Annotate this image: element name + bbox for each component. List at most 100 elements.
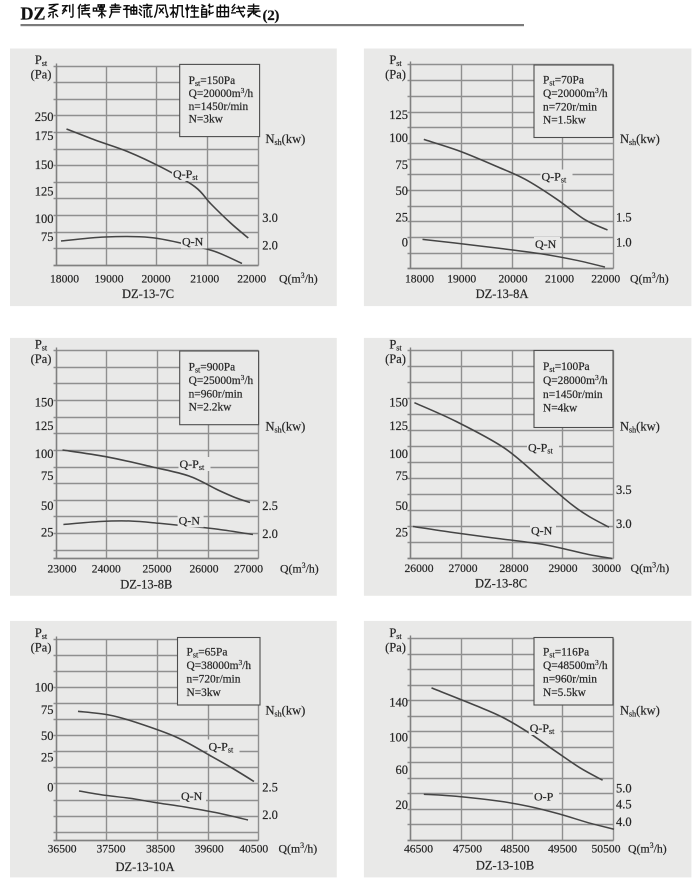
svg-text:25: 25	[396, 526, 409, 540]
svg-text:50500: 50500	[592, 842, 621, 855]
svg-text:n=960r/min: n=960r/min	[543, 673, 597, 685]
svg-text:O-P: O-P	[534, 789, 554, 803]
svg-text:20000: 20000	[499, 272, 528, 285]
svg-text:3.0: 3.0	[616, 517, 632, 531]
svg-text:Pst=900Pa: Pst=900Pa	[189, 361, 236, 374]
svg-text:Nsh(kw): Nsh(kw)	[266, 420, 306, 435]
svg-text:75: 75	[41, 469, 54, 483]
svg-text:Q(m3/h): Q(m3/h)	[630, 271, 669, 286]
svg-text:Q(m3/h): Q(m3/h)	[631, 561, 670, 576]
svg-text:0: 0	[47, 781, 53, 795]
svg-text:Nsh(kw): Nsh(kw)	[620, 420, 660, 435]
svg-text:48500: 48500	[501, 842, 530, 855]
svg-text:1.5: 1.5	[616, 211, 632, 225]
svg-text:75: 75	[396, 158, 409, 172]
svg-text:Q-Pst: Q-Pst	[530, 721, 555, 736]
svg-text:18000: 18000	[405, 272, 434, 285]
svg-text:50: 50	[41, 499, 54, 513]
svg-text:0: 0	[402, 236, 408, 250]
svg-text:22000: 22000	[591, 272, 620, 285]
svg-text:Pst=65Pa: Pst=65Pa	[187, 646, 228, 659]
svg-text:37500: 37500	[97, 843, 126, 856]
svg-text:(Pa): (Pa)	[31, 641, 52, 655]
svg-text:21000: 21000	[545, 272, 574, 285]
svg-text:39600: 39600	[195, 843, 224, 856]
svg-text:50: 50	[396, 499, 409, 513]
svg-text:N=3kw: N=3kw	[187, 687, 222, 699]
svg-text:N=3kw: N=3kw	[189, 113, 224, 125]
svg-text:26000: 26000	[405, 562, 434, 575]
svg-text:Q-N: Q-N	[179, 513, 201, 527]
svg-text:N=1.5kw: N=1.5kw	[543, 114, 587, 126]
svg-text:n=1450r/min: n=1450r/min	[543, 389, 603, 401]
svg-text:n=720r/min: n=720r/min	[187, 673, 241, 685]
svg-text:Nsh(kw): Nsh(kw)	[620, 132, 660, 147]
svg-text:30000: 30000	[592, 562, 621, 575]
svg-text:25000: 25000	[143, 563, 172, 576]
svg-text:n=720r/min: n=720r/min	[543, 101, 597, 113]
svg-text:50: 50	[396, 184, 409, 198]
svg-text:60: 60	[396, 763, 409, 777]
svg-text:47500: 47500	[453, 842, 482, 855]
svg-text:150: 150	[35, 396, 54, 410]
svg-text:Q-N: Q-N	[535, 237, 557, 251]
svg-text:5.0: 5.0	[616, 782, 632, 796]
svg-text:40500: 40500	[239, 843, 268, 856]
svg-text:DZ-13-8B: DZ-13-8B	[120, 577, 172, 591]
svg-text:n=960r/min: n=960r/min	[189, 388, 243, 400]
svg-text:21000: 21000	[190, 272, 219, 285]
svg-text:DZ-13-8A: DZ-13-8A	[476, 287, 529, 301]
svg-text:4.5: 4.5	[616, 798, 632, 812]
svg-text:2.5: 2.5	[262, 499, 278, 513]
svg-text:19000: 19000	[447, 272, 476, 285]
svg-text:N=4kw: N=4kw	[543, 402, 578, 414]
svg-text:N=2.2kw: N=2.2kw	[189, 401, 233, 413]
svg-text:Pst=100Pa: Pst=100Pa	[543, 361, 590, 374]
svg-text:20: 20	[396, 798, 409, 812]
svg-text:125: 125	[389, 419, 408, 433]
svg-text:250: 250	[35, 110, 54, 124]
svg-text:(2): (2)	[263, 8, 280, 24]
svg-text:Q-Pst: Q-Pst	[542, 169, 567, 184]
svg-text:20000: 20000	[142, 272, 171, 285]
svg-text:18000: 18000	[50, 272, 79, 285]
svg-text:Q=48500m3/h: Q=48500m3/h	[543, 658, 608, 672]
svg-text:29000: 29000	[549, 562, 578, 575]
svg-text:DZ-13-10A: DZ-13-10A	[115, 860, 174, 874]
svg-text:25: 25	[41, 526, 54, 540]
svg-text:Q(m3/h): Q(m3/h)	[628, 841, 667, 856]
svg-text:49500: 49500	[548, 842, 577, 855]
svg-text:125: 125	[389, 108, 408, 122]
svg-text:46500: 46500	[404, 842, 433, 855]
svg-text:(Pa): (Pa)	[31, 68, 52, 82]
svg-text:100: 100	[389, 131, 408, 145]
svg-text:(Pa): (Pa)	[31, 352, 52, 366]
svg-text:Q(m3/h): Q(m3/h)	[279, 271, 318, 286]
svg-text:3.5: 3.5	[616, 483, 632, 497]
svg-text:Q(m3/h): Q(m3/h)	[280, 561, 319, 576]
svg-text:27000: 27000	[234, 563, 263, 576]
svg-text:23000: 23000	[48, 563, 77, 576]
svg-text:2.0: 2.0	[262, 808, 278, 822]
svg-text:150: 150	[35, 158, 54, 172]
svg-text:(Pa): (Pa)	[385, 352, 406, 366]
svg-text:3.0: 3.0	[262, 211, 278, 225]
svg-text:22000: 22000	[237, 272, 266, 285]
svg-text:Q-N: Q-N	[182, 234, 204, 248]
svg-text:27000: 27000	[449, 562, 478, 575]
svg-text:100: 100	[389, 731, 408, 745]
svg-text:150: 150	[389, 396, 408, 410]
svg-text:DZ-13-7C: DZ-13-7C	[122, 287, 174, 301]
svg-text:Pst=116Pa: Pst=116Pa	[543, 646, 589, 659]
svg-text:(Pa): (Pa)	[385, 68, 406, 82]
svg-text:25: 25	[41, 751, 54, 765]
svg-text:n=1450r/min: n=1450r/min	[189, 101, 249, 113]
svg-text:100: 100	[35, 447, 54, 461]
svg-text:2.0: 2.0	[262, 239, 278, 253]
svg-text:Q=20000m3/h: Q=20000m3/h	[543, 86, 608, 100]
svg-text:Q-N: Q-N	[181, 789, 203, 803]
svg-text:Q-N: Q-N	[531, 523, 553, 537]
svg-text:28000: 28000	[500, 562, 529, 575]
svg-text:Q-Pst: Q-Pst	[209, 739, 234, 754]
svg-text:75: 75	[396, 469, 409, 483]
